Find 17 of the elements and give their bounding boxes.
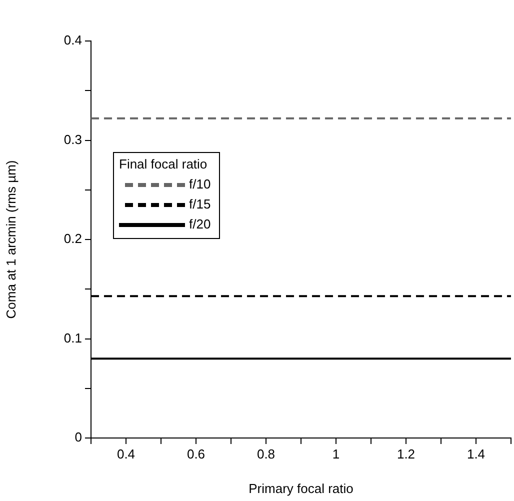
legend-label: f/20 [189, 216, 211, 232]
legend-label: f/15 [189, 196, 211, 212]
y-tick-label: 0.1 [64, 330, 82, 346]
x-tick-label: 1.4 [466, 446, 486, 462]
y-tick-label: 0.3 [64, 132, 82, 147]
legend-title: Final focal ratio [119, 156, 208, 172]
x-tick-label: 1.2 [396, 446, 416, 462]
y-tick-label: 0.2 [64, 231, 82, 246]
y-axis-title: Coma at 1 arcmin (rms µm) [3, 160, 18, 319]
x-tick-label: 0.6 [186, 446, 206, 462]
x-tick-label: 1 [332, 446, 340, 462]
y-tick-label: 0.4 [64, 32, 82, 48]
x-tick-label: 0.4 [116, 446, 136, 462]
legend-label: f/10 [189, 176, 211, 192]
x-tick-label: 0.8 [256, 446, 276, 462]
x-axis-title: Primary focal ratio [248, 480, 354, 496]
y-tick-label: 0 [74, 430, 82, 445]
